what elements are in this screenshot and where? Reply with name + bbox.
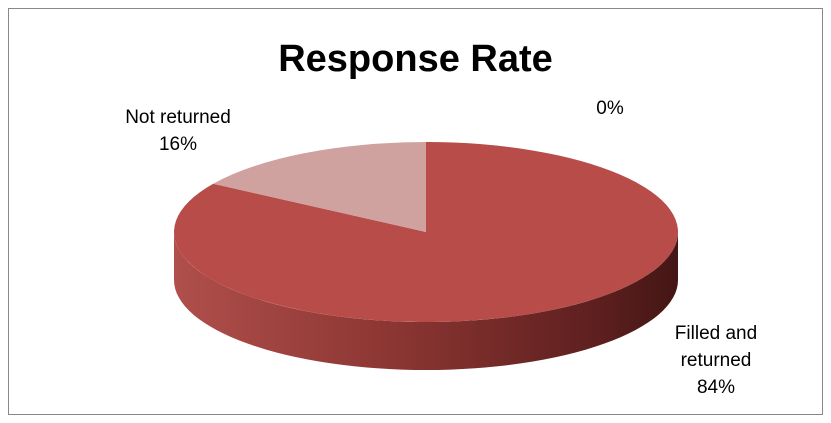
pie-slice-filled-and-returned [173,142,678,323]
pie-slice-not-returned [213,142,426,232]
label-zero: 0% [578,95,642,122]
pie-side-wall [174,232,678,370]
label-filled-returned-value: 84% [696,377,736,398]
label-not-returned: Not returned 16% [108,104,248,158]
label-filled-returned: Filled and returned 84% [646,320,786,401]
chart-title: Response Rate [278,38,553,80]
label-not-returned-value: 16% [158,134,198,155]
label-filled-returned-name: Filled and returned [674,323,758,371]
label-not-returned-name: Not returned [125,107,231,128]
label-zero-value: 0% [596,98,624,119]
